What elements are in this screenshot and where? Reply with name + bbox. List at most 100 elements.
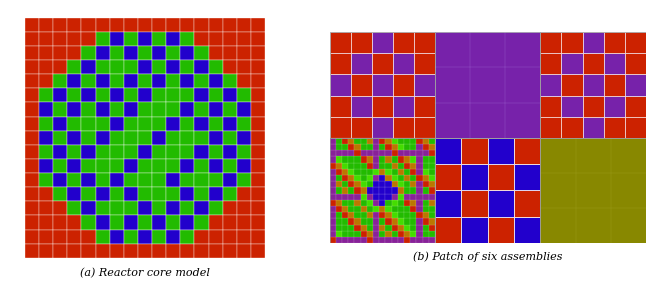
Bar — [152, 18, 166, 32]
Bar — [461, 138, 488, 164]
Bar — [96, 117, 109, 131]
Bar — [109, 102, 124, 117]
Bar — [96, 159, 109, 173]
Bar — [251, 201, 265, 215]
Bar — [81, 46, 96, 60]
Bar — [237, 102, 251, 117]
Bar — [109, 173, 124, 187]
Bar — [67, 131, 81, 145]
Bar — [237, 173, 251, 187]
Bar — [372, 74, 393, 96]
Bar — [67, 244, 81, 258]
Bar — [209, 159, 223, 173]
Bar — [416, 212, 422, 218]
Bar — [348, 163, 355, 169]
Bar — [67, 117, 81, 131]
Bar — [96, 145, 109, 159]
Bar — [488, 164, 514, 190]
Bar — [391, 144, 398, 150]
Bar — [355, 169, 360, 175]
Bar — [625, 32, 646, 53]
Bar — [355, 206, 360, 212]
Bar — [366, 156, 373, 163]
Bar — [138, 244, 152, 258]
Bar — [109, 201, 124, 215]
Bar — [209, 88, 223, 102]
Bar — [223, 18, 237, 32]
Bar — [39, 18, 53, 32]
Bar — [404, 224, 410, 231]
Bar — [53, 145, 67, 159]
Bar — [138, 102, 152, 117]
Bar — [404, 175, 410, 181]
Bar — [422, 144, 429, 150]
Bar — [124, 131, 138, 145]
Bar — [209, 173, 223, 187]
Bar — [360, 224, 366, 231]
Bar — [138, 230, 152, 244]
Bar — [39, 215, 53, 230]
Bar — [109, 18, 124, 32]
Bar — [209, 244, 223, 258]
Bar — [181, 215, 194, 230]
Bar — [379, 156, 386, 163]
Bar — [330, 224, 335, 231]
Bar — [391, 194, 398, 200]
Bar — [422, 156, 429, 163]
Bar — [237, 159, 251, 173]
Bar — [410, 231, 416, 237]
Bar — [25, 60, 39, 74]
Bar — [124, 187, 138, 201]
Bar — [342, 163, 348, 169]
Bar — [391, 163, 398, 169]
Bar — [166, 60, 181, 74]
Bar — [360, 200, 366, 206]
Bar — [124, 60, 138, 74]
Bar — [416, 231, 422, 237]
Bar — [414, 117, 435, 138]
Bar — [348, 144, 355, 150]
Bar — [391, 224, 398, 231]
Bar — [422, 138, 429, 144]
Bar — [25, 145, 39, 159]
Bar — [379, 206, 386, 212]
Bar — [360, 138, 366, 144]
Bar — [251, 244, 265, 258]
Bar — [67, 201, 81, 215]
Bar — [429, 187, 435, 194]
Bar — [386, 156, 391, 163]
Bar — [410, 206, 416, 212]
Bar — [366, 231, 373, 237]
Bar — [355, 150, 360, 156]
Bar — [335, 187, 342, 194]
Bar — [561, 32, 583, 53]
Bar — [223, 215, 237, 230]
Bar — [209, 74, 223, 88]
Bar — [435, 190, 461, 217]
Bar — [422, 187, 429, 194]
Bar — [330, 237, 335, 243]
Bar — [379, 138, 386, 144]
Bar — [25, 244, 39, 258]
Bar — [404, 200, 410, 206]
Bar — [355, 181, 360, 187]
Bar — [422, 181, 429, 187]
Bar — [386, 169, 391, 175]
Bar — [223, 32, 237, 46]
Bar — [342, 218, 348, 224]
Bar — [379, 175, 386, 181]
Bar — [124, 173, 138, 187]
Bar — [348, 194, 355, 200]
Bar — [461, 164, 488, 190]
Bar — [583, 74, 604, 96]
Bar — [138, 215, 152, 230]
Bar — [386, 144, 391, 150]
Bar — [166, 145, 181, 159]
Bar — [181, 74, 194, 88]
Bar — [342, 206, 348, 212]
Bar — [360, 218, 366, 224]
Bar — [342, 231, 348, 237]
Bar — [342, 169, 348, 175]
Bar — [335, 169, 342, 175]
Bar — [124, 46, 138, 60]
